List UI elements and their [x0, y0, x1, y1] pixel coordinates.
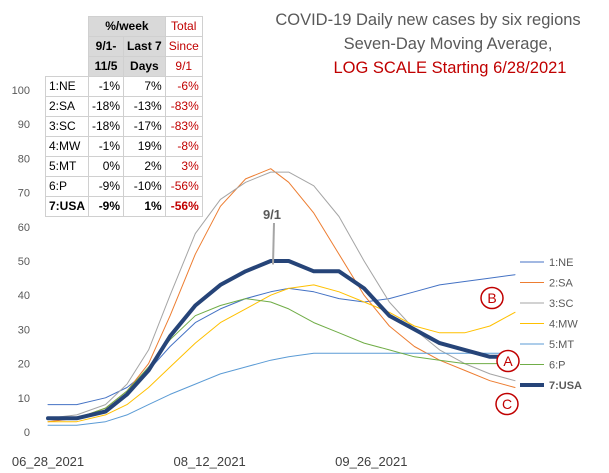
table-header-col1: 9/1- [88, 36, 125, 57]
table-row: 2:SA -18% -13% -83% [44, 96, 203, 117]
table-row-region: 7:USA [44, 196, 90, 217]
y-tick-label: 100 [12, 85, 30, 97]
y-tick-label: 60 [18, 222, 30, 234]
y-tick-label: 20 [18, 359, 30, 371]
table-cell: -83% [164, 96, 203, 117]
table-cell: 2% [123, 156, 166, 177]
x-tick-label: 08_12_2021 [173, 454, 245, 469]
series-lines [46, 168, 517, 426]
table-cell: 19% [123, 136, 166, 157]
callout-marker-circle [495, 392, 519, 416]
table-row-region: 6:P [44, 176, 90, 197]
table-cell: -18% [88, 116, 125, 137]
date-annotation-pointer [272, 222, 275, 265]
x-tick-label: 09_26_2021 [335, 454, 407, 469]
y-tick-label: 10 [18, 393, 30, 405]
table-cell: -9% [88, 196, 125, 217]
table-cell: -13% [123, 96, 166, 117]
legend-label: 7:USA [549, 380, 582, 392]
table-header-col3: Since [164, 36, 203, 57]
table-row-region: 3:SC [44, 116, 90, 137]
annotations: 9/1 A B C [263, 207, 520, 416]
chart-title: COVID-19 Daily new cases by six regions … [275, 11, 580, 77]
table-row: 7:USA -9% 1% -56% [44, 196, 203, 217]
chart-title-line-1: COVID-19 Daily new cases by six regions [275, 11, 580, 29]
callout-marker-letter: C [502, 396, 512, 412]
table-header-col3-b: 9/1 [164, 56, 203, 77]
table-header-col2-b: Days [123, 56, 166, 77]
table-row-region: 4:MW [44, 136, 90, 157]
table-cell: 0% [88, 156, 125, 177]
table-cell: 7% [123, 76, 166, 97]
y-tick-label: 90 [18, 119, 30, 131]
table-row: 6:P -9% -10% -56% [44, 176, 203, 197]
table-row: 3:SC -18% -17% -83% [44, 116, 203, 137]
series-line-1ne [47, 274, 516, 406]
table-cell: -8% [164, 136, 203, 157]
chart-title-line-3: LOG SCALE Starting 6/28/2021 [334, 59, 567, 77]
y-axis: 0 10 20 30 40 50 60 70 80 90 100 [12, 85, 30, 439]
table-row-region: 2:SA [44, 96, 90, 117]
y-tick-label: 80 [18, 153, 30, 165]
callout-marker-letter: A [503, 353, 513, 369]
callout-marker-circle [480, 286, 504, 310]
table-cell: 3% [164, 156, 203, 177]
legend-label: 6:P [549, 360, 566, 372]
series-line-7usa [46, 259, 517, 421]
table-header-col2: Last 7 [123, 36, 166, 57]
y-tick-label: 30 [18, 324, 30, 336]
table-row: 5:MT 0% 2% 3% [44, 156, 203, 177]
table-header-col1-b: 11/5 [88, 56, 125, 77]
legend: 1:NE 2:SA 3:SC 4:MW 5:MT 6:P 7:USA [520, 257, 582, 392]
series-line-3sc [47, 171, 516, 419]
table-header-group: %/week [88, 16, 166, 37]
callout-marker-circle [496, 349, 520, 373]
series-line-6p [47, 298, 516, 419]
table-row-region: 5:MT [44, 156, 90, 177]
legend-label: 3:SC [549, 298, 574, 310]
legend-label: 5:MT [549, 339, 574, 351]
y-tick-label: 0 [24, 427, 30, 439]
table-row: 4:MW -1% 19% -8% [44, 136, 203, 157]
table-row: 1:NE -1% 7% -6% [44, 76, 203, 97]
table-cell: -56% [164, 196, 203, 217]
table-cell: -83% [164, 116, 203, 137]
table-cell: 1% [123, 196, 166, 217]
table-cell: -6% [164, 76, 203, 97]
stats-table: %/week Total 9/1- Last 7 Since 11/5 Days… [44, 16, 203, 217]
x-axis: 06_28_2021 08_12_2021 09_26_2021 [12, 454, 408, 469]
table-cell: -1% [88, 76, 125, 97]
table-cell: -17% [123, 116, 166, 137]
date-annotation-label: 9/1 [263, 207, 281, 222]
table-cell: -56% [164, 176, 203, 197]
table-cell: -18% [88, 96, 125, 117]
chart-title-line-2: Seven-Day Moving Average, [344, 35, 553, 53]
table-header-total: Total [164, 16, 203, 37]
series-line-4mw [47, 284, 516, 423]
y-tick-label: 50 [18, 256, 30, 268]
x-tick-label: 06_28_2021 [12, 454, 84, 469]
legend-label: 2:SA [549, 278, 574, 290]
table-row-region: 1:NE [44, 76, 90, 97]
callout-marker-letter: B [487, 290, 496, 306]
table-cell: -1% [88, 136, 125, 157]
table-cell: -9% [88, 176, 125, 197]
table-cell: -10% [123, 176, 166, 197]
y-tick-label: 70 [18, 188, 30, 200]
legend-label: 4:MW [549, 319, 578, 331]
y-tick-label: 40 [18, 290, 30, 302]
legend-label: 1:NE [549, 257, 573, 269]
series-line-5mt [47, 352, 516, 426]
